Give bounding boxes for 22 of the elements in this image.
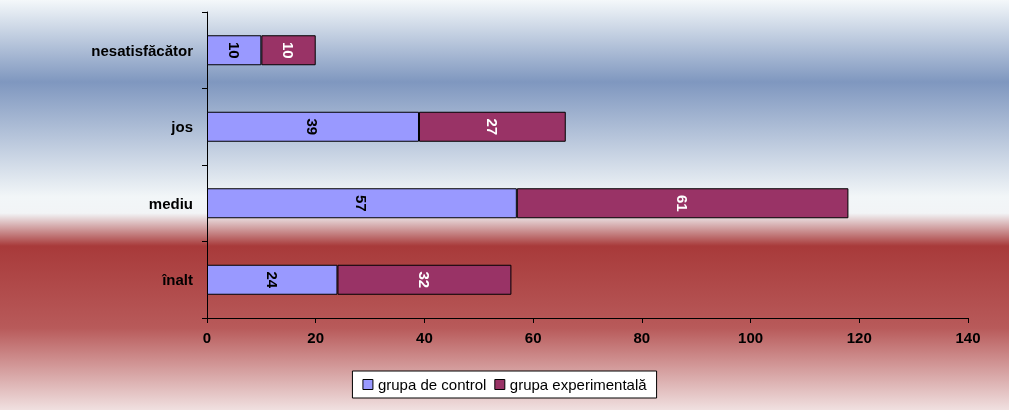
y-tick-label: mediu (148, 194, 193, 212)
x-tick-label: 100 (738, 329, 764, 346)
data-label: 10 (225, 41, 243, 59)
x-tick-label: 40 (416, 329, 433, 346)
x-tick-label: 20 (307, 329, 325, 346)
legend-label: grupa de control (377, 376, 487, 393)
x-tick-label: 80 (633, 329, 651, 346)
y-tick-label: înalt (161, 271, 193, 289)
data-label: 27 (483, 118, 501, 136)
data-label: 24 (263, 271, 281, 289)
x-tick-label: 140 (955, 329, 981, 346)
x-tick-label: 60 (524, 329, 542, 346)
data-label: 61 (674, 194, 692, 212)
y-tick-label: jos (170, 118, 193, 136)
y-tick-label: nesatisfăcător (91, 41, 194, 59)
data-label: 39 (304, 118, 322, 136)
data-label: 32 (415, 271, 433, 289)
x-tick-label: 120 (846, 329, 872, 346)
legend-label: grupa experimentală (509, 376, 648, 393)
data-label: 10 (280, 41, 298, 59)
data-label: 57 (353, 194, 371, 212)
x-tick-label: 0 (202, 329, 212, 346)
